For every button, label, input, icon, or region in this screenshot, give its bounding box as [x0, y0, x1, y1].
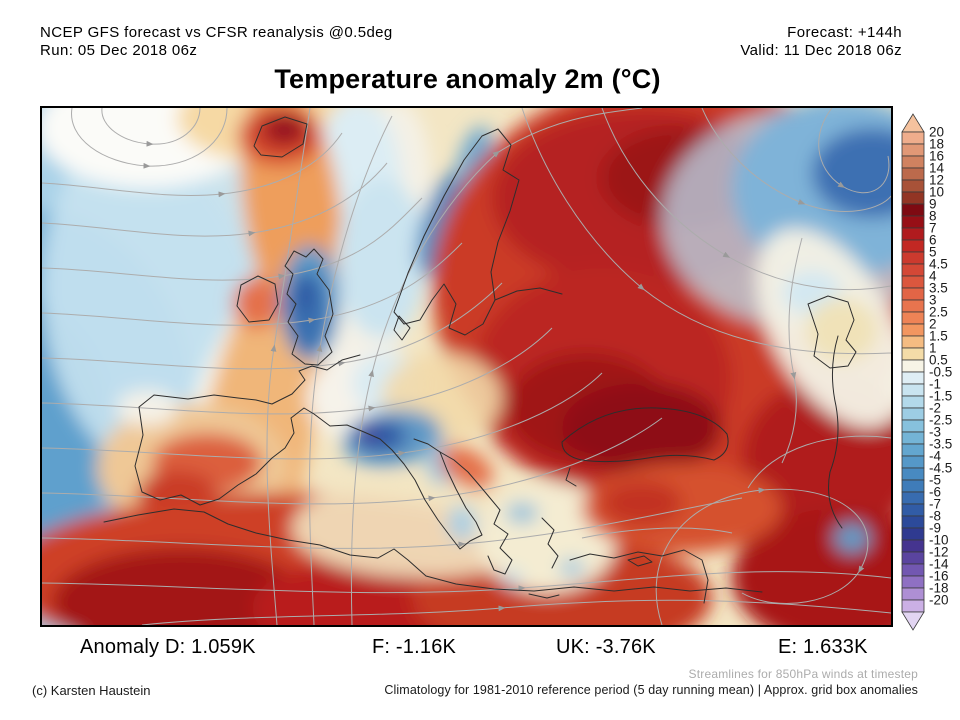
- svg-text:9: 9: [929, 197, 937, 212]
- svg-text:-5: -5: [929, 473, 941, 488]
- svg-text:-2.5: -2.5: [929, 413, 952, 428]
- svg-text:1.5: 1.5: [929, 329, 948, 344]
- run-label: Run: 05 Dec 2018 06z: [40, 42, 198, 59]
- svg-text:20: 20: [929, 125, 944, 140]
- svg-text:14: 14: [929, 161, 945, 176]
- header-right: Forecast: +144h Valid: 11 Dec 2018 06z: [740, 24, 902, 60]
- svg-text:4: 4: [929, 269, 937, 284]
- svg-text:12: 12: [929, 173, 944, 188]
- coastlines-layer: [103, 116, 857, 604]
- svg-text:-6: -6: [929, 485, 941, 500]
- product-label: NCEP GFS forecast vs CFSR reanalysis @0.…: [40, 24, 393, 41]
- svg-text:-2: -2: [929, 401, 941, 416]
- climatology-note: Climatology for 1981-2010 reference peri…: [384, 683, 918, 697]
- anomaly-map-canvas: [42, 108, 891, 625]
- credit-label: (c) Karsten Haustein: [32, 683, 151, 698]
- svg-text:-18: -18: [929, 581, 949, 596]
- anomaly-stat-e: E: 1.633K: [778, 636, 868, 658]
- svg-text:-1.5: -1.5: [929, 389, 952, 404]
- svg-text:-0.5: -0.5: [929, 365, 952, 380]
- valid-label: Valid: 11 Dec 2018 06z: [740, 42, 902, 59]
- svg-text:0.5: 0.5: [929, 353, 948, 368]
- page-title: Temperature anomaly 2m (°C): [274, 64, 661, 94]
- anomaly-stats-row: Anomaly D: 1.059K F: -1.16K UK: -3.76K E…: [0, 636, 960, 664]
- header-left: NCEP GFS forecast vs CFSR reanalysis @0.…: [40, 24, 393, 60]
- svg-text:1: 1: [929, 341, 937, 356]
- anomaly-stat-uk: UK: -3.76K: [556, 636, 656, 658]
- svg-text:-7: -7: [929, 497, 941, 512]
- svg-text:-9: -9: [929, 521, 941, 536]
- streamlines-note: Streamlines for 850hPa winds at timestep: [688, 667, 918, 681]
- svg-text:-16: -16: [929, 569, 949, 584]
- anomaly-field-layer: [42, 108, 891, 625]
- anomaly-stat-d: Anomaly D: 1.059K: [80, 636, 256, 658]
- svg-text:4.5: 4.5: [929, 257, 948, 272]
- svg-text:6: 6: [929, 233, 937, 248]
- svg-text:-20: -20: [929, 593, 949, 608]
- svg-text:3.5: 3.5: [929, 281, 948, 296]
- anomaly-map: [40, 106, 893, 627]
- svg-text:5: 5: [929, 245, 937, 260]
- svg-text:8: 8: [929, 209, 937, 224]
- svg-text:-14: -14: [929, 557, 949, 572]
- svg-text:2.5: 2.5: [929, 305, 948, 320]
- svg-text:-10: -10: [929, 533, 949, 548]
- forecast-label: Forecast: +144h: [787, 24, 902, 41]
- svg-text:-1: -1: [929, 377, 941, 392]
- colorbar: 20 18 16 14 12 10 9 8 7 6 5 4.5 4 3.5 3 2.5 2 1.5 1 0.5 -0.5…: [897, 112, 959, 632]
- colorbar-scale: 201816141210987654.543.532.521.510.5-0.5…: [901, 113, 952, 631]
- svg-text:-12: -12: [929, 545, 949, 560]
- svg-text:-4.5: -4.5: [929, 461, 952, 476]
- streamlines-layer: [42, 108, 891, 625]
- anomaly-stat-f: F: -1.16K: [372, 636, 457, 658]
- svg-text:-3.5: -3.5: [929, 437, 952, 452]
- svg-text:-4: -4: [929, 449, 941, 464]
- svg-text:3: 3: [929, 293, 937, 308]
- svg-text:2: 2: [929, 317, 937, 332]
- svg-text:18: 18: [929, 137, 944, 152]
- svg-text:-8: -8: [929, 509, 941, 524]
- svg-text:10: 10: [929, 185, 944, 200]
- svg-text:7: 7: [929, 221, 937, 236]
- svg-text:-3: -3: [929, 425, 941, 440]
- svg-text:16: 16: [929, 149, 944, 164]
